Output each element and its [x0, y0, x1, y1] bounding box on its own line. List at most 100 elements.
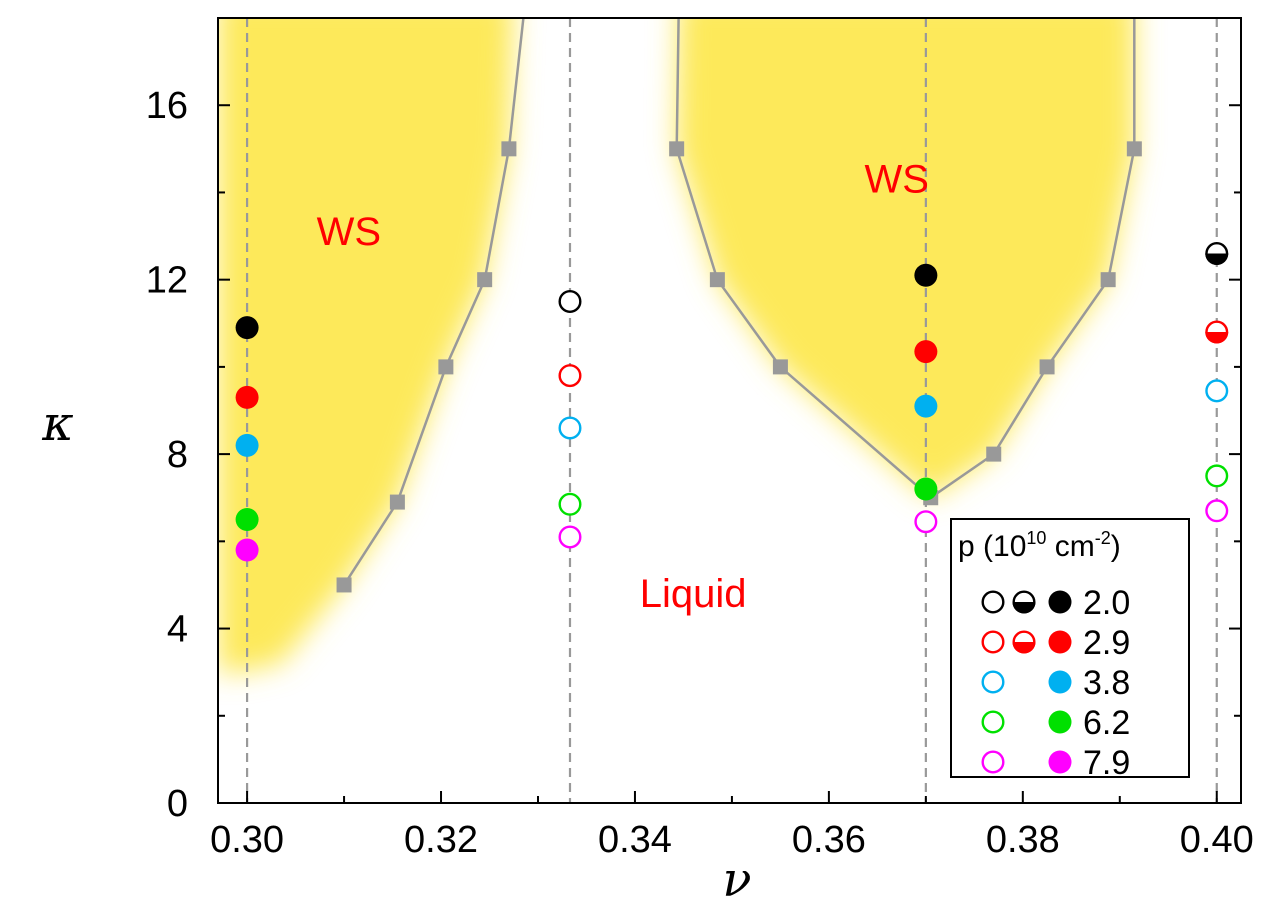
marker-filled — [235, 316, 259, 340]
plot-frame — [217, 17, 1242, 804]
boundary-marker — [389, 494, 405, 510]
legend-title-main: p (10 — [958, 530, 1026, 563]
ws-region-left — [218, 18, 514, 673]
marker-half-fill — [1205, 253, 1229, 265]
x-tick-label: 0.30 — [210, 819, 284, 861]
marker-open — [558, 416, 582, 440]
marker-open — [558, 525, 582, 549]
legend-marker-open — [981, 630, 1005, 654]
marker-open — [981, 670, 1005, 694]
data-point-6.2 — [914, 477, 938, 501]
marker-half-fill — [1012, 642, 1036, 654]
legend-label: 6.2 — [1083, 704, 1130, 742]
marker-filled — [235, 538, 259, 562]
boundary-marker — [669, 141, 685, 157]
marker-filled — [914, 263, 938, 287]
boundary-marker — [1039, 359, 1055, 375]
y-tick-label: 16 — [146, 85, 188, 127]
marker-open — [981, 750, 1005, 774]
legend-title-mid: cm — [1046, 530, 1094, 563]
marker-open — [981, 590, 1005, 614]
marker-filled — [1048, 750, 1072, 774]
marker-filled — [914, 477, 938, 501]
legend: p (1010 cm-2) 2.02.93.86.27.9 — [950, 518, 1190, 782]
legend-label: 2.0 — [1083, 584, 1130, 622]
marker-filled — [235, 508, 259, 532]
data-points — [235, 241, 1229, 562]
boundary-marker — [709, 272, 725, 288]
y-tick-label: 8 — [167, 434, 188, 476]
marker-filled — [235, 385, 259, 409]
legend-label: 7.9 — [1083, 744, 1130, 782]
marker-filled — [235, 433, 259, 457]
legend-entries: 2.02.93.86.27.9 — [981, 584, 1130, 782]
marker-open — [1205, 464, 1229, 488]
x-tick-label: 0.34 — [598, 819, 672, 861]
marker-open — [558, 364, 582, 388]
boundary-marker — [772, 359, 788, 375]
marker-filled — [1048, 590, 1072, 614]
data-point-6.2 — [558, 492, 582, 516]
region-label-ws: WS — [317, 210, 381, 254]
phase-boundaries — [336, 17, 1142, 593]
y-tick-label: 12 — [146, 260, 188, 302]
legend-marker-open — [981, 670, 1005, 694]
legend-marker-half — [1012, 590, 1036, 614]
x-tick-label: 0.38 — [986, 819, 1060, 861]
marker-filled — [914, 394, 938, 418]
x-tick-label: 0.36 — [792, 819, 866, 861]
ws-region-right — [676, 18, 1135, 498]
legend-entry: 2.0 — [981, 584, 1130, 622]
data-point-2.9 — [914, 340, 938, 364]
data-point-2.9 — [1205, 320, 1229, 344]
y-axis-title: κ — [41, 396, 73, 452]
boundary-marker — [477, 272, 493, 288]
data-point-3.8 — [1205, 379, 1229, 403]
marker-open — [558, 289, 582, 313]
legend-title-sup1: 10 — [1026, 528, 1046, 548]
legend-title-sup2: -2 — [1095, 528, 1111, 548]
right-boundary — [675, 17, 1136, 500]
data-point-7.9 — [235, 538, 259, 562]
region-label-liquid: Liquid — [640, 572, 747, 616]
data-point-3.8 — [235, 433, 259, 457]
boundary-marker — [986, 446, 1002, 462]
data-point-6.2 — [235, 508, 259, 532]
data-point-2.9 — [558, 364, 582, 388]
data-point-7.9 — [1205, 499, 1229, 523]
legend-label: 2.9 — [1083, 624, 1130, 662]
left-boundary — [343, 17, 525, 586]
marker-filled — [1048, 670, 1072, 694]
data-point-2.9 — [235, 385, 259, 409]
legend-marker-filled — [1048, 750, 1072, 774]
region-labels: WS WS Liquid — [317, 157, 929, 615]
legend-marker-open — [981, 750, 1005, 774]
marker-half-fill — [1205, 332, 1229, 344]
data-point-3.8 — [558, 416, 582, 440]
legend-marker-filled — [1048, 670, 1072, 694]
data-point-2.0 — [558, 289, 582, 313]
boundary-marker — [1100, 272, 1116, 288]
y-tick-label: 4 — [167, 609, 188, 651]
x-tick-label: 0.32 — [404, 819, 478, 861]
marker-open — [1205, 499, 1229, 523]
marker-open — [558, 492, 582, 516]
axis-ticks — [218, 104, 1241, 804]
marker-filled — [1048, 630, 1072, 654]
legend-title-end: ) — [1111, 530, 1121, 563]
x-tick-labels: 0.30 0.32 0.34 0.36 0.38 0.40 — [210, 819, 1254, 861]
data-point-2.0 — [914, 263, 938, 287]
data-point-2.0 — [1205, 241, 1229, 265]
legend-marker-open — [981, 590, 1005, 614]
legend-entry: 2.9 — [981, 624, 1130, 662]
ws-regions — [218, 18, 1135, 673]
boundary-marker — [1126, 141, 1142, 157]
legend-marker-filled — [1048, 710, 1072, 734]
y-tick-labels: 0 4 8 12 16 — [146, 85, 188, 825]
boundary-marker — [438, 359, 454, 375]
boundary-marker — [501, 141, 517, 157]
y-tick-label: 0 — [167, 783, 188, 825]
data-point-2.0 — [235, 316, 259, 340]
legend-entry: 7.9 — [981, 744, 1130, 782]
